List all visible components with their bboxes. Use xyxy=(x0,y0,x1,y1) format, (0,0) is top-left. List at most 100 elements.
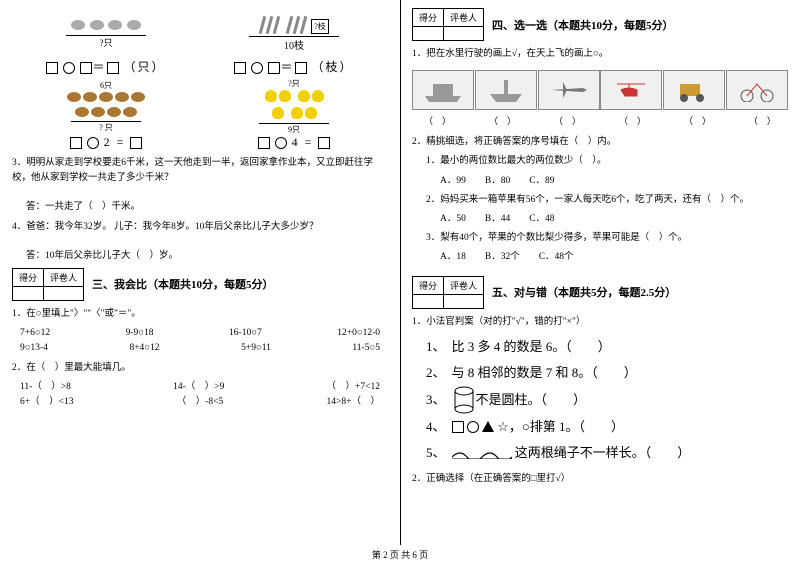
section-4-title: 四、选一选（本题共10分，每题5分） xyxy=(492,17,674,33)
judge-2: 2、与 8 相邻的数是 7 和 8。（ ） xyxy=(412,360,788,386)
question-4: 4．爸爸：我今年32岁。 儿子：我今年8岁。10年后父亲比儿子大多少岁？ xyxy=(12,220,388,235)
fill-1-1: 11-（ ）>8 xyxy=(20,380,71,395)
vehicle-row xyxy=(412,70,788,110)
judge-1: 1、比 3 多 4 的数是 6。（ ） xyxy=(412,334,788,360)
comp-1-4: 12+0○12-0 xyxy=(337,326,380,341)
formula-3-op: 2 = xyxy=(104,135,126,149)
vehicle-bike xyxy=(726,70,788,110)
q4-2-2: 2．妈妈买来一箱苹果有56个，一家人每天吃6个，吃了两天，还有（ ）个。 xyxy=(412,193,788,208)
formula-4-op: 4 = xyxy=(292,135,314,149)
fill-row-1: 11-（ ）>8 14-（ ）>9 （ ）+7<12 xyxy=(12,380,388,395)
formula-2: ＝ （枝） xyxy=(204,58,384,75)
score-label: 得分 xyxy=(413,276,444,294)
judge-3-text: 不是圆柱。（ ） xyxy=(476,387,587,413)
comp-1-1: 7+6○12 xyxy=(20,326,50,341)
pen-unknown-label: ?枝 xyxy=(311,19,329,34)
figure-row-1: ?只 ＝ （只） ?枝 10枝 ＝ xyxy=(12,14,388,75)
compare-row-2: 9○13-4 8+4○12 5+9○11 11-5○5 xyxy=(12,341,388,356)
comp-2-4: 11-5○5 xyxy=(352,341,380,356)
triangle-icon xyxy=(482,421,494,432)
fill-1-3: （ ）+7<12 xyxy=(327,380,380,395)
vlabel-4: （ ） xyxy=(619,114,646,127)
q4-1: 1．把在水里行驶的画上√，在天上飞的画上○。 xyxy=(412,47,788,62)
vehicle-roller xyxy=(663,70,725,110)
right-column: 得分评卷人 四、选一选（本题共10分，每题5分） 1．把在水里行驶的画上√，在天… xyxy=(400,0,800,565)
chick-unknown-label: ?只 xyxy=(288,78,300,89)
wave-icon xyxy=(452,447,512,459)
score-table-3: 得分评卷人 xyxy=(12,268,84,301)
section-4-header: 得分评卷人 四、选一选（本题共10分，每题5分） xyxy=(412,8,788,41)
vlabel-3: （ ） xyxy=(554,114,581,127)
formula-3: 2 = xyxy=(16,135,196,150)
judge-4-text: ，○排第 1。（ ） xyxy=(509,414,624,440)
question-4-answer: 答：10年后父亲比儿子大（ ）岁。 xyxy=(12,249,388,264)
judge-5: 5、 这两根绳子不一样长。（ ） xyxy=(412,440,788,466)
q5-intro: 1．小法官判案（对的打"√"，错的打"×"） xyxy=(412,315,788,330)
judge-4: 4、 ☆ ，○排第 1。（ ） xyxy=(412,414,788,440)
fill-2-2: （ ）-8<5 xyxy=(177,395,224,410)
comp-2-1: 9○13-4 xyxy=(20,341,48,356)
section-5-title: 五、对与错（本题共5分，每题2.5分） xyxy=(492,284,676,300)
q4-2-1-opts: A．99 B．80 C．89 xyxy=(412,174,788,189)
star-icon: ☆ xyxy=(497,414,509,440)
fill-2-3: 14>8+（ ） xyxy=(327,395,380,410)
grader-label: 评卷人 xyxy=(44,268,84,286)
vlabel-1: （ ） xyxy=(424,114,451,127)
q4-2-intro: 2．精挑细选，将正确答案的序号填在（ ）内。 xyxy=(412,135,788,150)
vlabel-5: （ ） xyxy=(684,114,711,127)
snail-unknown-label: ? 只 xyxy=(71,121,141,133)
formula-2-unit: （枝） xyxy=(312,60,354,74)
q4-2-3: 3．梨有40个，苹果的个数比梨少得多，苹果可能是（ ）个。 xyxy=(412,231,788,246)
section-3-title: 三、我会比（本题共10分，每题5分） xyxy=(92,276,274,292)
section-3-header: 得分评卷人 三、我会比（本题共10分，每题5分） xyxy=(12,268,388,301)
formula-1-unit: （只） xyxy=(124,60,166,74)
compare-row-1: 7+6○12 9-9○18 16-10○7 12+0○12-0 xyxy=(12,326,388,341)
question-3-answer: 答：一共走了（ ）千米。 xyxy=(12,200,388,215)
fill-1-2: 14-（ ）>9 xyxy=(173,380,224,395)
judge-5-text: 这两根绳子不一样长。（ ） xyxy=(515,440,691,466)
grader-label: 评卷人 xyxy=(444,9,484,27)
section-5-header: 得分评卷人 五、对与错（本题共5分，每题2.5分） xyxy=(412,276,788,309)
bee-label: 6只 xyxy=(100,80,112,91)
q5-2: 2．正确选择（在正确答案的□里打√） xyxy=(412,472,788,487)
score-label: 得分 xyxy=(413,9,444,27)
figure-row-2: 6只 ? 只 2 = ?只 9只 4 xyxy=(12,81,388,150)
formula-4: 4 = xyxy=(204,135,384,150)
chick-count-label: 9只 xyxy=(259,123,329,135)
score-label: 得分 xyxy=(13,268,44,286)
comp-1-2: 9-9○18 xyxy=(126,326,154,341)
fill-2-1: 6+（ ）<13 xyxy=(20,395,73,410)
q4-2-2-opts: A．50 B．44 C．48 xyxy=(412,212,788,227)
figure-turtle: ?只 ＝ （只） xyxy=(16,14,196,75)
grader-label: 评卷人 xyxy=(444,276,484,294)
judge-2-text: 与 8 相邻的数是 7 和 8。（ ） xyxy=(452,360,637,386)
score-table-5: 得分评卷人 xyxy=(412,276,484,309)
formula-1: ＝ （只） xyxy=(16,58,196,75)
left-column: ?只 ＝ （只） ?枝 10枝 ＝ xyxy=(0,0,400,565)
pen-total-label: 10枝 xyxy=(284,41,304,52)
vehicle-helicopter xyxy=(600,70,662,110)
figure-pen: ?枝 10枝 ＝ （枝） xyxy=(204,14,384,75)
figure-chick: ?只 9只 4 = xyxy=(204,81,384,150)
judge-1-text: 比 3 多 4 的数是 6。（ ） xyxy=(452,334,611,360)
vehicle-boat xyxy=(475,70,537,110)
turtle-unknown-label: ?只 xyxy=(86,36,126,49)
q4-2-3-opts: A．18 B．32个 C．48个 xyxy=(412,250,788,265)
comp-2-3: 5+9○11 xyxy=(241,341,271,356)
page-footer: 第 2 页 共 6 页 xyxy=(0,548,800,561)
vehicle-plane xyxy=(538,70,600,110)
comp-2-2: 8+4○12 xyxy=(129,341,159,356)
fill-intro: 2．在（ ）里最大能填几。 xyxy=(12,361,388,376)
vlabel-2: （ ） xyxy=(489,114,516,127)
compare-intro: 1．在○里填上"〉""〈"或"＝"。 xyxy=(12,307,388,322)
score-table-4: 得分评卷人 xyxy=(412,8,484,41)
vehicle-ship xyxy=(412,70,474,110)
figure-snail: 6只 ? 只 2 = xyxy=(16,81,196,150)
vehicle-labels: （ ） （ ） （ ） （ ） （ ） （ ） xyxy=(412,114,788,127)
comp-1-3: 16-10○7 xyxy=(229,326,262,341)
vlabel-6: （ ） xyxy=(749,114,776,127)
fill-row-2: 6+（ ）<13 （ ）-8<5 14>8+（ ） xyxy=(12,395,388,410)
question-3: 3．明明从家走到学校要走6千米，这一天他走到一半，返回家拿作业本，又立即赶往学校… xyxy=(12,156,388,186)
judge-3: 3、 不是圆柱。（ ） xyxy=(412,386,788,414)
q4-2-1: 1．最小的两位数比最大的两位数少（ ）。 xyxy=(412,154,788,169)
